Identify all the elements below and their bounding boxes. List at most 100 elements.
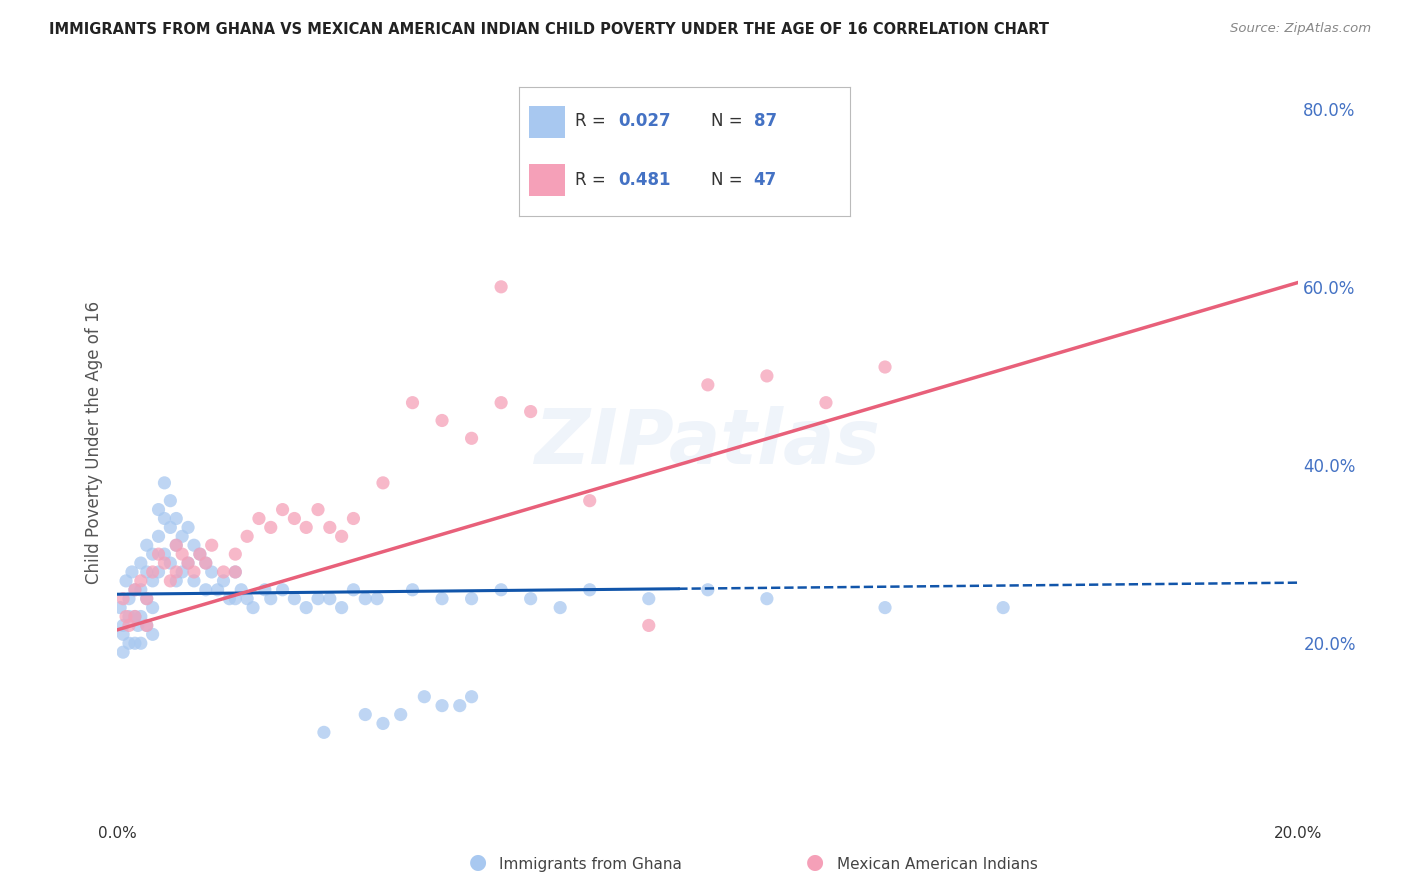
Point (236, 591, 259, 606)
Point (637, 618, 659, 632)
Point (548, 173, 571, 187)
Point (135, 538, 157, 552)
Point (401, 395, 423, 409)
Point (129, 582, 152, 597)
Point (755, 591, 778, 606)
Point (194, 556, 217, 570)
Point (489, 582, 512, 597)
Text: Source: ZipAtlas.com: Source: ZipAtlas.com (1230, 22, 1371, 36)
Point (148, 547, 170, 561)
Point (460, 690, 482, 704)
Point (153, 556, 176, 570)
Point (371, 716, 394, 731)
Point (489, 280, 512, 294)
Point (153, 547, 176, 561)
Point (319, 520, 342, 534)
Point (188, 547, 211, 561)
Point (124, 582, 146, 597)
Point (159, 493, 181, 508)
Point (124, 636, 146, 650)
Point (212, 574, 235, 588)
Point (183, 574, 205, 588)
Point (519, 591, 541, 606)
Point (430, 591, 453, 606)
Point (312, 725, 335, 739)
Point (188, 547, 211, 561)
Point (224, 591, 246, 606)
Point (148, 502, 170, 516)
Point (183, 565, 205, 579)
Point (231, 582, 253, 597)
Point (253, 582, 276, 597)
Point (124, 582, 146, 597)
Point (177, 520, 200, 534)
Point (135, 565, 157, 579)
Point (873, 600, 896, 615)
Point (124, 609, 146, 624)
Point (283, 511, 305, 525)
Point (578, 582, 600, 597)
Point (108, 600, 131, 615)
Point (142, 565, 165, 579)
Point (224, 565, 246, 579)
Point (142, 574, 165, 588)
Point (212, 565, 235, 579)
Point (307, 591, 329, 606)
Point (218, 591, 240, 606)
Point (354, 707, 377, 722)
Point (148, 565, 170, 579)
Point (578, 493, 600, 508)
Point (319, 591, 342, 606)
Point (401, 582, 423, 597)
Point (165, 511, 187, 525)
Point (460, 431, 482, 445)
Point (814, 395, 837, 409)
Point (153, 475, 176, 490)
Text: Immigrants from Ghana: Immigrants from Ghana (499, 857, 682, 872)
Point (873, 359, 896, 374)
Point (124, 609, 146, 624)
Point (330, 600, 353, 615)
Point (118, 609, 141, 624)
Point (142, 547, 165, 561)
Point (991, 600, 1014, 615)
Point (142, 627, 165, 641)
Point (165, 574, 187, 588)
Point (389, 707, 412, 722)
Point (413, 690, 436, 704)
Point (295, 600, 318, 615)
Point (129, 609, 152, 624)
Point (153, 511, 176, 525)
Point (283, 591, 305, 606)
Point (260, 591, 283, 606)
Point (224, 565, 246, 579)
Point (165, 565, 187, 579)
Point (112, 591, 135, 606)
Point (696, 582, 718, 597)
Point (371, 475, 394, 490)
Point (112, 618, 135, 632)
Point (148, 529, 170, 543)
Point (354, 591, 377, 606)
Point (430, 413, 453, 427)
Point (159, 556, 181, 570)
Point (165, 538, 187, 552)
Point (366, 591, 388, 606)
Point (755, 368, 778, 383)
Point (159, 520, 181, 534)
Text: ●: ● (470, 853, 486, 872)
Point (295, 520, 318, 534)
Point (342, 582, 364, 597)
Point (696, 377, 718, 392)
Text: ●: ● (807, 853, 824, 872)
Point (548, 600, 571, 615)
Point (177, 556, 200, 570)
Point (307, 502, 329, 516)
Point (129, 574, 152, 588)
Point (224, 547, 246, 561)
Point (637, 591, 659, 606)
Point (247, 511, 270, 525)
Text: ZIPatlas: ZIPatlas (534, 406, 880, 480)
Point (519, 404, 541, 418)
Point (460, 591, 482, 606)
